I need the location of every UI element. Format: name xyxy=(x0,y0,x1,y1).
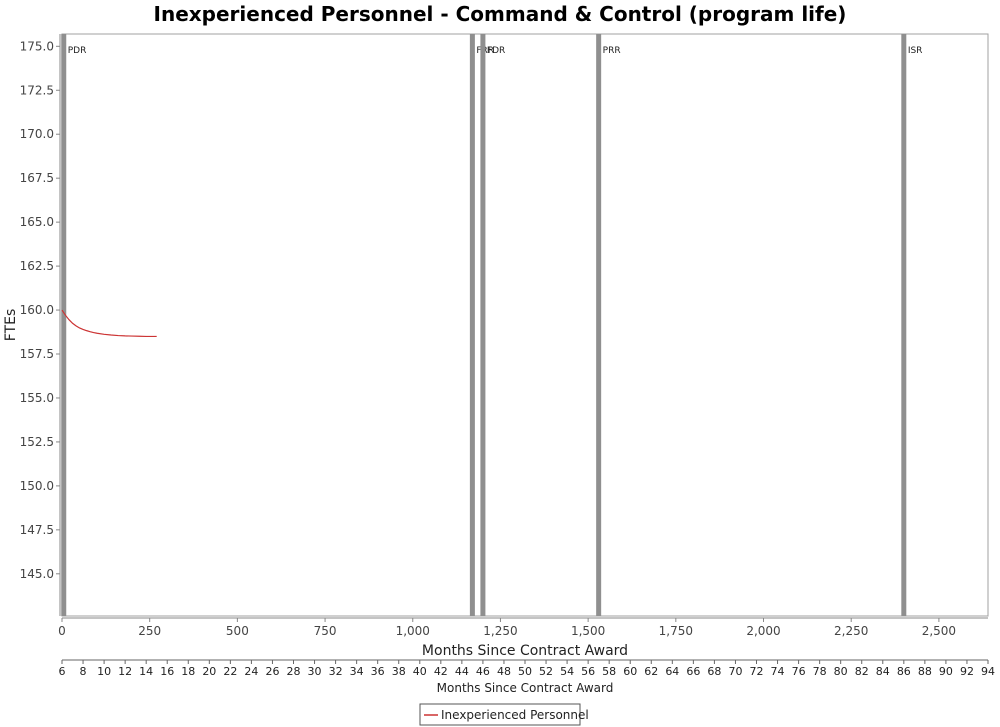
secondary-tick-label: 76 xyxy=(792,665,806,678)
y-tick-label: 167.5 xyxy=(20,171,54,185)
x-tick-label: 1,750 xyxy=(659,624,693,638)
series-line xyxy=(61,309,157,338)
x-tick-label: 1,250 xyxy=(483,624,517,638)
secondary-tick-label: 10 xyxy=(97,665,111,678)
chart-title: Inexperienced Personnel - Command & Cont… xyxy=(153,2,847,26)
secondary-tick-label: 34 xyxy=(350,665,364,678)
x-axis: 0 250 500 750 1,000 1,250 1,500 1,750 2,000 2,250… xyxy=(58,617,988,659)
secondary-tick-label: 70 xyxy=(728,665,742,678)
secondary-tick-label: 68 xyxy=(707,665,721,678)
y-tick-label: 157.5 xyxy=(20,347,54,361)
secondary-tick-label: 40 xyxy=(413,665,427,678)
secondary-tick-label: 82 xyxy=(855,665,869,678)
x-axis-label: Months Since Contract Award xyxy=(422,643,628,659)
secondary-tick-label: 24 xyxy=(244,665,258,678)
plot-frame xyxy=(61,33,989,617)
secondary-tick-label: 44 xyxy=(455,665,469,678)
y-tick-label: 147.5 xyxy=(20,523,54,537)
secondary-tick-label: 72 xyxy=(750,665,764,678)
secondary-tick-label: 48 xyxy=(497,665,511,678)
x-tick-label: 750 xyxy=(314,624,337,638)
y-tick-label: 165.0 xyxy=(20,215,54,229)
secondary-tick-label: 16 xyxy=(160,665,174,678)
secondary-tick-label: 38 xyxy=(392,665,406,678)
y-axis: 145.0 147.5 150.0 152.5 155.0 157.5 160.0 162.5… xyxy=(3,34,61,616)
secondary-axis: 6 8 10 12 14 16 18 20 22 24 26 28 30 32 34 36 38 40 42 44 46… xyxy=(59,659,995,695)
y-tick-label: 155.0 xyxy=(20,391,54,405)
x-tick-label: 2,250 xyxy=(834,624,868,638)
secondary-tick-label: 42 xyxy=(434,665,448,678)
y-tick-label: 145.0 xyxy=(20,567,54,581)
secondary-tick-label: 52 xyxy=(539,665,553,678)
y-tick-label: 150.0 xyxy=(20,479,54,493)
secondary-tick-label: 28 xyxy=(287,665,301,678)
secondary-tick-label: 18 xyxy=(181,665,195,678)
milestone-label: PDR xyxy=(68,46,87,56)
secondary-tick-label: 84 xyxy=(876,665,890,678)
secondary-tick-label: 22 xyxy=(223,665,237,678)
milestones: PDRFRRFDRPRRISR xyxy=(61,34,923,616)
milestone-label: PRR xyxy=(603,46,621,56)
secondary-tick-label: 60 xyxy=(623,665,637,678)
y-tick-label: 175.0 xyxy=(20,39,54,53)
secondary-tick-label: 58 xyxy=(602,665,616,678)
secondary-tick-label: 54 xyxy=(560,665,574,678)
y-tick-label: 152.5 xyxy=(20,435,54,449)
x-tick-label: 1,500 xyxy=(571,624,605,638)
secondary-tick-label: 46 xyxy=(476,665,490,678)
secondary-tick-label: 86 xyxy=(897,665,911,678)
secondary-tick-label: 88 xyxy=(918,665,932,678)
secondary-tick-label: 26 xyxy=(265,665,279,678)
secondary-tick-label: 32 xyxy=(329,665,343,678)
secondary-tick-label: 94 xyxy=(981,665,995,678)
legend: Inexperienced Personnel xyxy=(419,703,589,726)
legend-label: Inexperienced Personnel xyxy=(441,708,589,722)
y-tick-label: 172.5 xyxy=(20,83,54,97)
secondary-tick-label: 80 xyxy=(834,665,848,678)
y-tick-label: 160.0 xyxy=(20,303,54,317)
secondary-tick-label: 62 xyxy=(644,665,658,678)
x-tick-label: 1,000 xyxy=(396,624,430,638)
secondary-tick-label: 64 xyxy=(665,665,679,678)
secondary-tick-label: 14 xyxy=(139,665,153,678)
secondary-tick-label: 90 xyxy=(939,665,953,678)
secondary-tick-label: 66 xyxy=(686,665,700,678)
milestone-label: ISR xyxy=(908,46,923,56)
x-tick-label: 2,000 xyxy=(746,624,780,638)
secondary-tick-label: 6 xyxy=(59,665,66,678)
x-tick-label: 2,500 xyxy=(922,624,956,638)
milestone-label: FDR xyxy=(487,46,505,56)
secondary-tick-label: 92 xyxy=(960,665,974,678)
secondary-tick-label: 74 xyxy=(771,665,785,678)
secondary-axis-label: Months Since Contract Award xyxy=(437,681,614,695)
secondary-tick-label: 78 xyxy=(813,665,827,678)
secondary-tick-label: 20 xyxy=(202,665,216,678)
x-tick-label: 500 xyxy=(226,624,249,638)
y-tick-label: 162.5 xyxy=(20,259,54,273)
secondary-tick-label: 36 xyxy=(371,665,385,678)
secondary-tick-label: 8 xyxy=(80,665,87,678)
secondary-tick-label: 50 xyxy=(518,665,532,678)
legend-box xyxy=(419,703,581,726)
secondary-tick-label: 12 xyxy=(118,665,132,678)
y-axis-label: FTEs xyxy=(3,309,19,342)
x-tick-label: 250 xyxy=(138,624,161,638)
secondary-tick-label: 30 xyxy=(308,665,322,678)
y-tick-label: 170.0 xyxy=(20,127,54,141)
plot-area xyxy=(61,33,989,617)
series-layer xyxy=(61,309,157,338)
x-tick-label: 0 xyxy=(58,624,66,638)
secondary-tick-label: 56 xyxy=(581,665,595,678)
